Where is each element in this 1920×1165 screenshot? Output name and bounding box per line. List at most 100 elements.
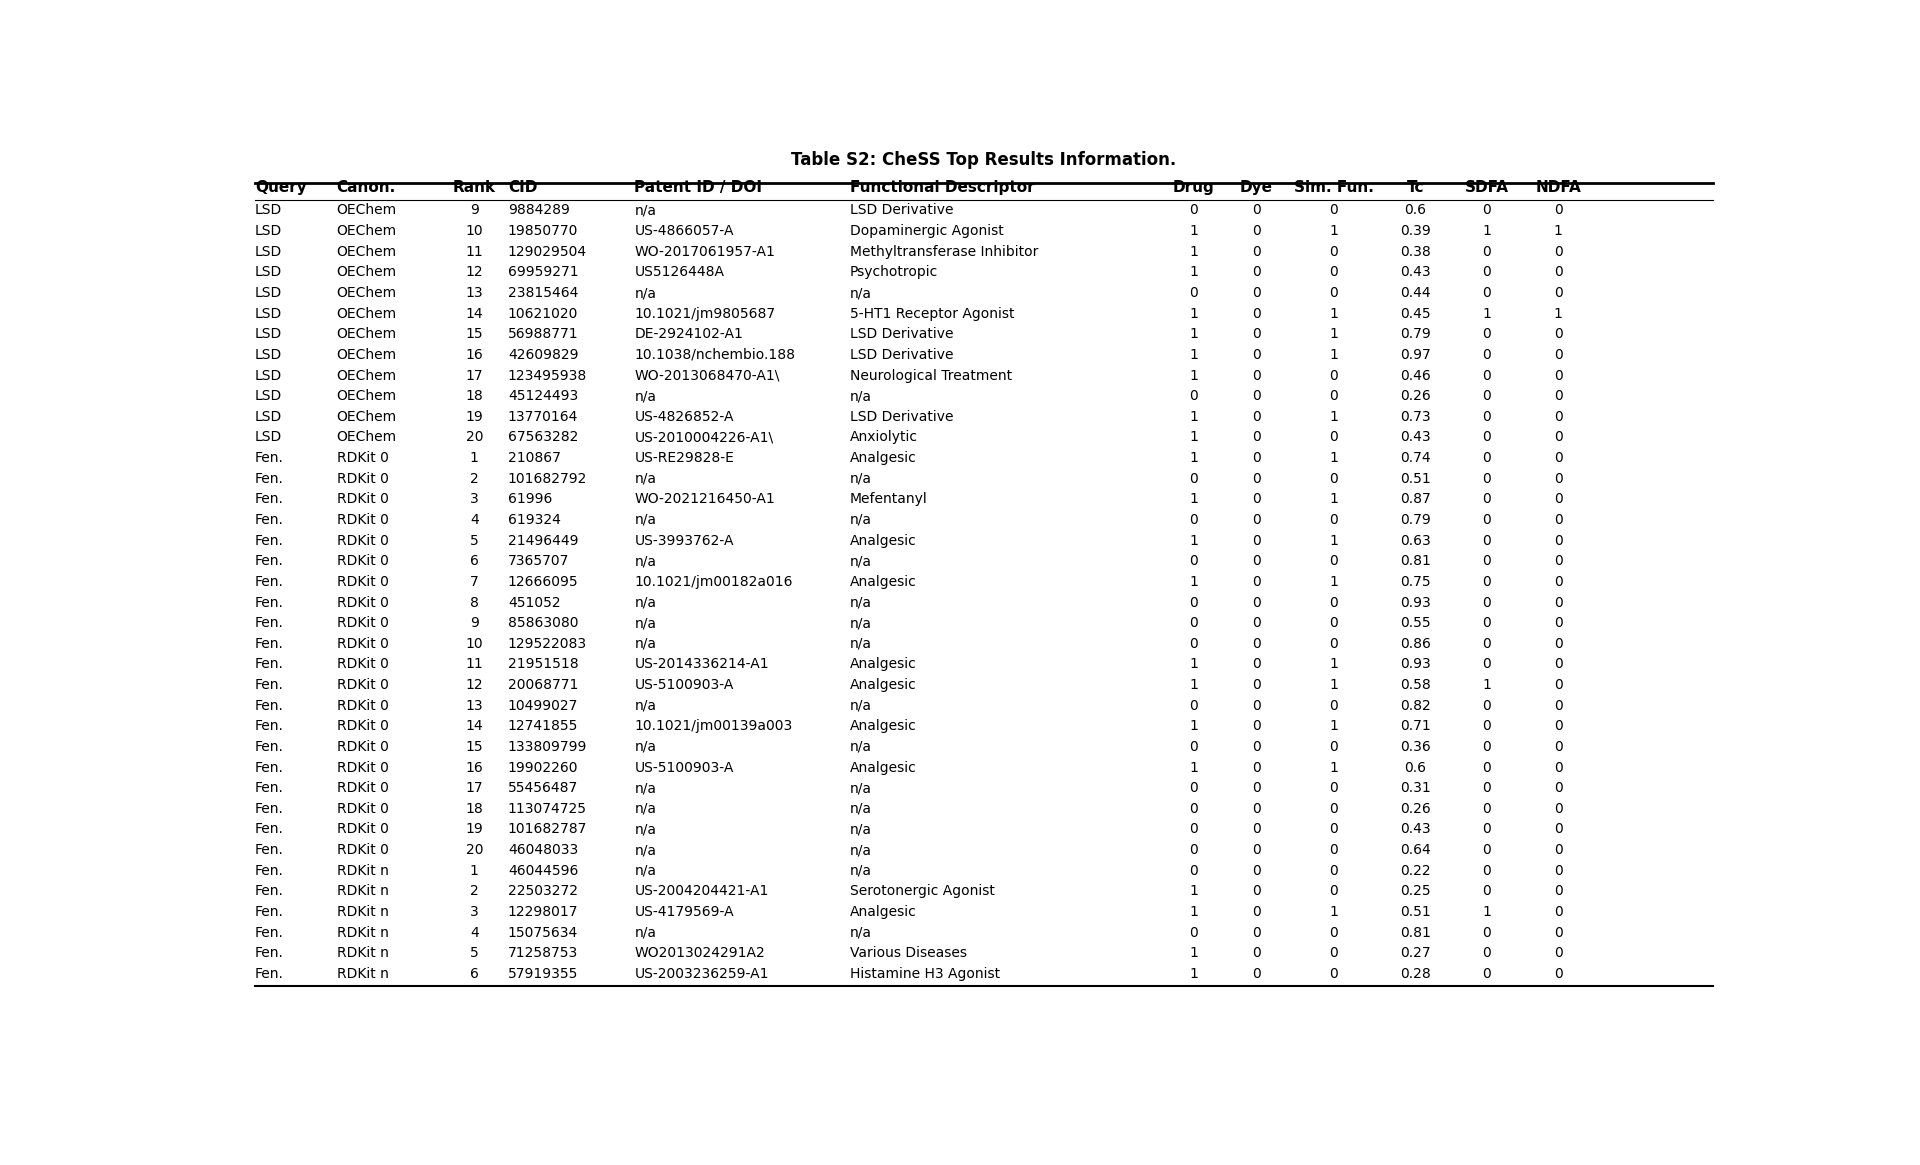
Text: 0: 0 — [1482, 595, 1492, 609]
Text: 0: 0 — [1188, 699, 1198, 713]
Text: Anxiolytic: Anxiolytic — [851, 430, 918, 444]
Text: 0.82: 0.82 — [1400, 699, 1430, 713]
Text: 1: 1 — [1482, 306, 1492, 320]
Text: 10621020: 10621020 — [507, 306, 578, 320]
Text: 1: 1 — [1329, 678, 1338, 692]
Text: 0: 0 — [1553, 389, 1563, 403]
Text: 16: 16 — [465, 348, 484, 362]
Text: 10.1021/jm9805687: 10.1021/jm9805687 — [634, 306, 776, 320]
Text: 0: 0 — [1482, 863, 1492, 877]
Text: Fen.: Fen. — [255, 513, 284, 527]
Text: 19: 19 — [465, 410, 484, 424]
Text: 0: 0 — [1329, 287, 1338, 301]
Text: 0.43: 0.43 — [1400, 266, 1430, 280]
Text: 1: 1 — [1553, 224, 1563, 238]
Text: n/a: n/a — [634, 822, 657, 836]
Text: 0: 0 — [1252, 616, 1261, 630]
Text: 0: 0 — [1329, 740, 1338, 754]
Text: Serotonergic Agonist: Serotonergic Agonist — [851, 884, 995, 898]
Text: n/a: n/a — [634, 513, 657, 527]
Text: 1: 1 — [1188, 657, 1198, 671]
Text: OEChem: OEChem — [336, 368, 397, 382]
Text: 0: 0 — [1252, 493, 1261, 507]
Text: 0.36: 0.36 — [1400, 740, 1430, 754]
Text: LSD: LSD — [255, 410, 282, 424]
Text: 0: 0 — [1252, 245, 1261, 259]
Text: 0: 0 — [1482, 637, 1492, 651]
Text: 0.64: 0.64 — [1400, 843, 1430, 857]
Text: 0: 0 — [1329, 595, 1338, 609]
Text: 1: 1 — [1329, 451, 1338, 465]
Text: RDKit n: RDKit n — [336, 926, 388, 940]
Text: LSD: LSD — [255, 224, 282, 238]
Text: Methyltransferase Inhibitor: Methyltransferase Inhibitor — [851, 245, 1039, 259]
Text: 0: 0 — [1329, 782, 1338, 796]
Text: 1: 1 — [1329, 306, 1338, 320]
Text: 8: 8 — [470, 595, 478, 609]
Text: 0: 0 — [1553, 513, 1563, 527]
Text: 46048033: 46048033 — [507, 843, 578, 857]
Text: 0: 0 — [1329, 822, 1338, 836]
Text: 0: 0 — [1329, 555, 1338, 569]
Text: 14: 14 — [465, 719, 484, 733]
Text: 0.51: 0.51 — [1400, 472, 1430, 486]
Text: Fen.: Fen. — [255, 802, 284, 816]
Text: OEChem: OEChem — [336, 327, 397, 341]
Text: 69959271: 69959271 — [507, 266, 578, 280]
Text: 1: 1 — [1188, 884, 1198, 898]
Text: 11: 11 — [465, 245, 484, 259]
Text: 0: 0 — [1553, 967, 1563, 981]
Text: Fen.: Fen. — [255, 534, 284, 548]
Text: 0: 0 — [1188, 822, 1198, 836]
Text: 0.79: 0.79 — [1400, 327, 1430, 341]
Text: Fen.: Fen. — [255, 719, 284, 733]
Text: 0: 0 — [1329, 967, 1338, 981]
Text: RDKit 0: RDKit 0 — [336, 761, 388, 775]
Text: RDKit 0: RDKit 0 — [336, 699, 388, 713]
Text: Rank: Rank — [453, 181, 495, 196]
Text: 6: 6 — [470, 555, 478, 569]
Text: 1: 1 — [1188, 224, 1198, 238]
Text: n/a: n/a — [851, 782, 872, 796]
Text: 0: 0 — [1482, 472, 1492, 486]
Text: 0: 0 — [1482, 822, 1492, 836]
Text: 0: 0 — [1329, 637, 1338, 651]
Text: LSD: LSD — [255, 287, 282, 301]
Text: OEChem: OEChem — [336, 306, 397, 320]
Text: LSD Derivative: LSD Derivative — [851, 204, 954, 218]
Text: 0.45: 0.45 — [1400, 306, 1430, 320]
Text: 1: 1 — [1188, 266, 1198, 280]
Text: 0: 0 — [1482, 287, 1492, 301]
Text: 0: 0 — [1553, 905, 1563, 919]
Text: 0: 0 — [1553, 595, 1563, 609]
Text: 0: 0 — [1329, 884, 1338, 898]
Text: 0: 0 — [1553, 782, 1563, 796]
Text: 21496449: 21496449 — [507, 534, 578, 548]
Text: n/a: n/a — [851, 595, 872, 609]
Text: Analgesic: Analgesic — [851, 657, 918, 671]
Text: 0: 0 — [1329, 245, 1338, 259]
Text: 0: 0 — [1188, 926, 1198, 940]
Text: 20: 20 — [467, 843, 484, 857]
Text: 0: 0 — [1188, 637, 1198, 651]
Text: 9884289: 9884289 — [507, 204, 570, 218]
Text: WO-2013068470-A1\: WO-2013068470-A1\ — [634, 368, 780, 382]
Text: Fen.: Fen. — [255, 637, 284, 651]
Text: RDKit n: RDKit n — [336, 884, 388, 898]
Text: 0: 0 — [1482, 266, 1492, 280]
Text: 10499027: 10499027 — [507, 699, 578, 713]
Text: 0: 0 — [1329, 266, 1338, 280]
Text: 0: 0 — [1252, 204, 1261, 218]
Text: 55456487: 55456487 — [507, 782, 578, 796]
Text: 3: 3 — [470, 493, 478, 507]
Text: 129522083: 129522083 — [507, 637, 588, 651]
Text: 0.6: 0.6 — [1405, 761, 1427, 775]
Text: 0: 0 — [1329, 863, 1338, 877]
Text: 0.97: 0.97 — [1400, 348, 1430, 362]
Text: RDKit 0: RDKit 0 — [336, 555, 388, 569]
Text: Table S2: CheSS Top Results Information.: Table S2: CheSS Top Results Information. — [791, 150, 1177, 169]
Text: Query: Query — [255, 181, 307, 196]
Text: NDFA: NDFA — [1536, 181, 1582, 196]
Text: Fen.: Fen. — [255, 905, 284, 919]
Text: 10.1021/jm00182a016: 10.1021/jm00182a016 — [634, 574, 793, 588]
